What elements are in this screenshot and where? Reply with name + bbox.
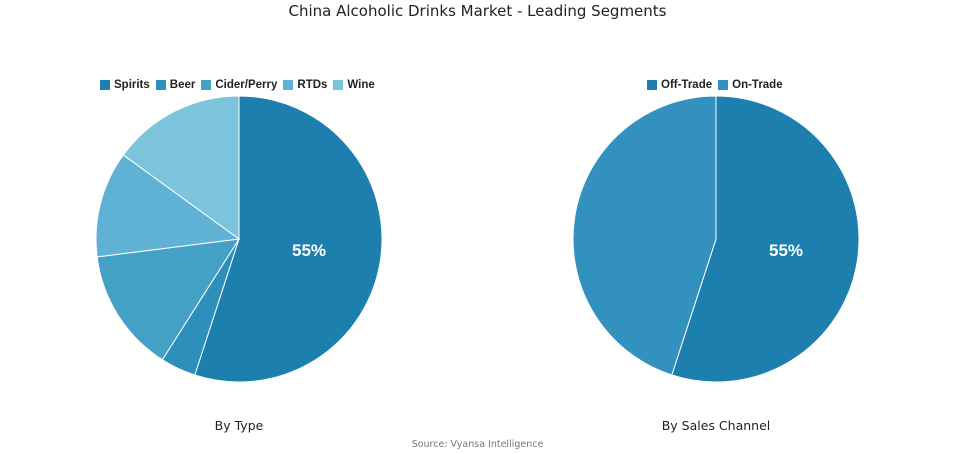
legend-label: Cider/Perry bbox=[215, 79, 278, 91]
pie-slice-rtds bbox=[95, 154, 241, 258]
pie-slice-off-trade bbox=[671, 95, 860, 383]
slice-value-label-off-trade: 55% bbox=[769, 241, 803, 260]
legend-item-spirits: Spirits bbox=[100, 79, 150, 91]
legend-item-on-trade: On-Trade bbox=[718, 79, 783, 91]
legend-item-off-trade: Off-Trade bbox=[647, 79, 712, 91]
legend-swatch bbox=[647, 80, 657, 90]
subtitle-by-type: By Type bbox=[214, 418, 264, 433]
subtitle-by-sales-channel: By Sales Channel bbox=[661, 418, 771, 433]
legend-label: Spirits bbox=[114, 79, 150, 91]
legend-item-rtds: RTDs bbox=[283, 79, 327, 91]
legend-label: Off-Trade bbox=[661, 79, 713, 91]
legend-by-type: Spirits Beer Cider/Perry RTDs Wine bbox=[100, 79, 375, 91]
legend-by-sales-channel: Off-Trade On-Trade bbox=[647, 79, 783, 91]
slice-value-label-spirits: 55% bbox=[292, 241, 326, 260]
legend-label: On-Trade bbox=[732, 79, 783, 91]
legend-label: RTDs bbox=[297, 79, 328, 91]
legend-swatch bbox=[201, 80, 212, 90]
source-note: Source: Vyansa Intelligence bbox=[411, 439, 544, 450]
legend-swatch bbox=[718, 80, 729, 90]
pie-by-sales-channel: 55% bbox=[572, 95, 860, 383]
pie-by-type: 55% bbox=[95, 95, 383, 383]
legend-label: Wine bbox=[347, 79, 375, 91]
legend-item-cider-perry: Cider/Perry bbox=[201, 79, 277, 91]
legend-swatch bbox=[333, 80, 344, 90]
legend-item-wine: Wine bbox=[333, 79, 375, 91]
pie-slice-wine bbox=[122, 95, 240, 240]
legend-swatch bbox=[155, 80, 166, 90]
pie-slice-cider-perry bbox=[96, 238, 240, 361]
chart-title: China Alcoholic Drinks Market - Leading … bbox=[288, 2, 667, 20]
pie-slice-on-trade bbox=[572, 95, 717, 376]
pie-slice-spirits bbox=[194, 95, 383, 383]
legend-swatch bbox=[283, 80, 294, 90]
legend-swatch bbox=[100, 80, 110, 90]
legend-item-beer: Beer bbox=[155, 79, 196, 91]
legend-label: Beer bbox=[169, 79, 196, 91]
